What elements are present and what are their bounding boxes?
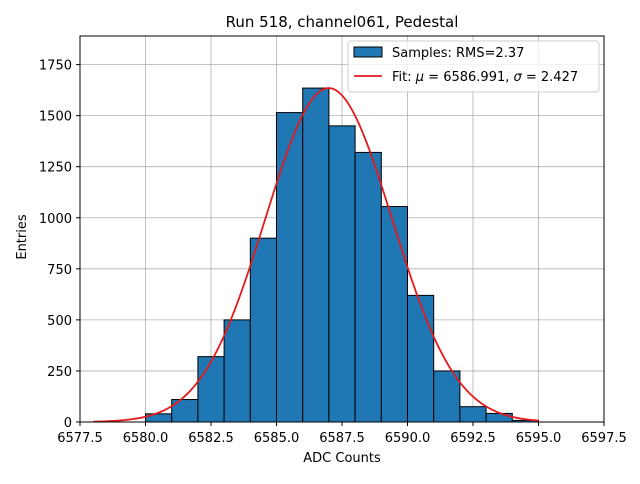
histogram-bar [380,206,408,423]
y-tick-label: 750 [47,263,72,278]
plot-area: 6577.5 6580.0 6582.5 6585.0 6587.5 6590.0 6592… [39,35,627,446]
legend-fit-sigma-symbol: σ [514,70,523,85]
x-tick-label: 6592.5 [450,431,496,446]
histogram-bar [485,412,513,423]
x-tick-label: 6580.0 [123,431,169,446]
histogram-bar [433,370,461,423]
legend-fit-sigma-value: = 2.427 [522,70,578,85]
legend-fit-prefix: Fit: [392,70,416,85]
y-axis-label: Entries [15,214,30,260]
legend-fit-mu-symbol: μ [415,70,424,85]
y-tick-label: 1500 [39,110,72,125]
y-tick-label: 1250 [39,161,72,176]
x-tick-label: 6590.0 [385,431,431,446]
y-tick-label: 1750 [39,59,72,74]
y-tick-label: 500 [47,314,72,329]
x-tick-label: 6585.0 [254,431,300,446]
legend-histogram-label: Samples: RMS=2.37 [392,46,524,61]
histogram-bar [197,356,225,423]
fit-curve [93,87,539,423]
histogram-bar [223,319,251,423]
histogram-bar [276,112,304,423]
histogram-bar [354,151,382,423]
legend-fit-mu-value: = 6586.991, [424,70,513,85]
x-tick-label: 6597.5 [581,431,627,446]
histogram-bar [249,237,278,423]
legend-fit-label: Fit: μ = 6586.991, σ = 2.427 [392,70,578,85]
x-tick-label: 6582.5 [188,431,234,446]
histogram-bar [328,125,356,423]
y-tick-label: 1000 [39,212,72,227]
chart-title: Run 518, channel061, Pedestal [226,13,459,31]
x-tick-label: 6595.0 [516,431,562,446]
x-tick-label: 6577.5 [57,431,103,446]
x-tick-label: 6587.5 [319,431,365,446]
y-tick-label: 250 [47,365,72,380]
y-tick-label: 0 [64,416,72,431]
legend-frame [347,40,600,93]
x-axis-label: ADC Counts [303,451,381,466]
histogram-bar [302,87,330,423]
histogram-bar [459,406,487,423]
legend-histogram-swatch [353,46,383,58]
histogram-bar [407,294,435,423]
legend: Samples: RMS=2.37 Fit: μ = 6586.991, σ =… [347,40,600,93]
